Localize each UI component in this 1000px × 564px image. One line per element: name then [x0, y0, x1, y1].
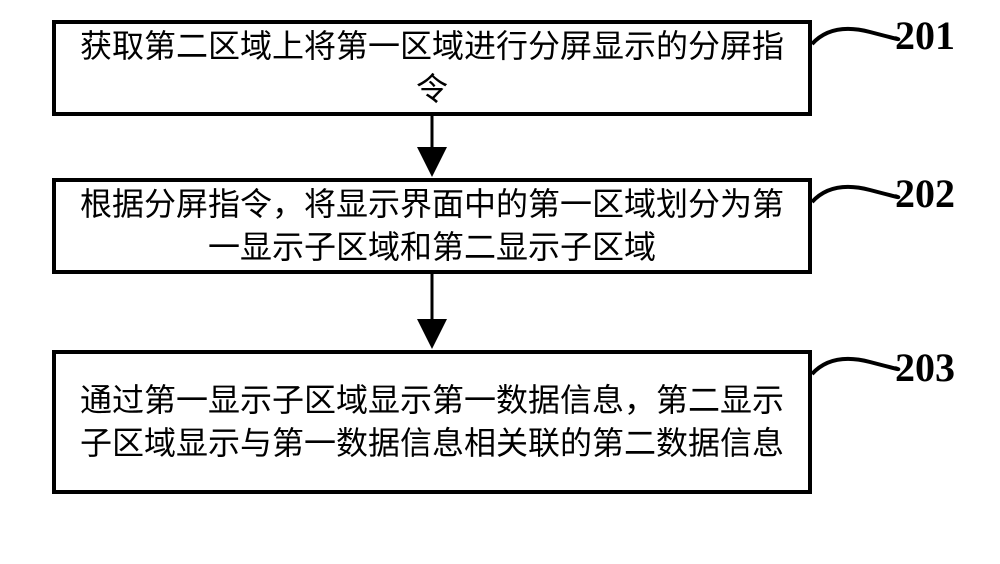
step-label-203: 203 [895, 344, 955, 391]
callout-curve-3 [0, 0, 1000, 564]
flowchart-canvas: 获取第二区域上将第一区域进行分屏显示的分屏指令 201 根据分屏指令，将显示界面… [0, 0, 1000, 564]
callout-curve-3-path [812, 359, 898, 374]
